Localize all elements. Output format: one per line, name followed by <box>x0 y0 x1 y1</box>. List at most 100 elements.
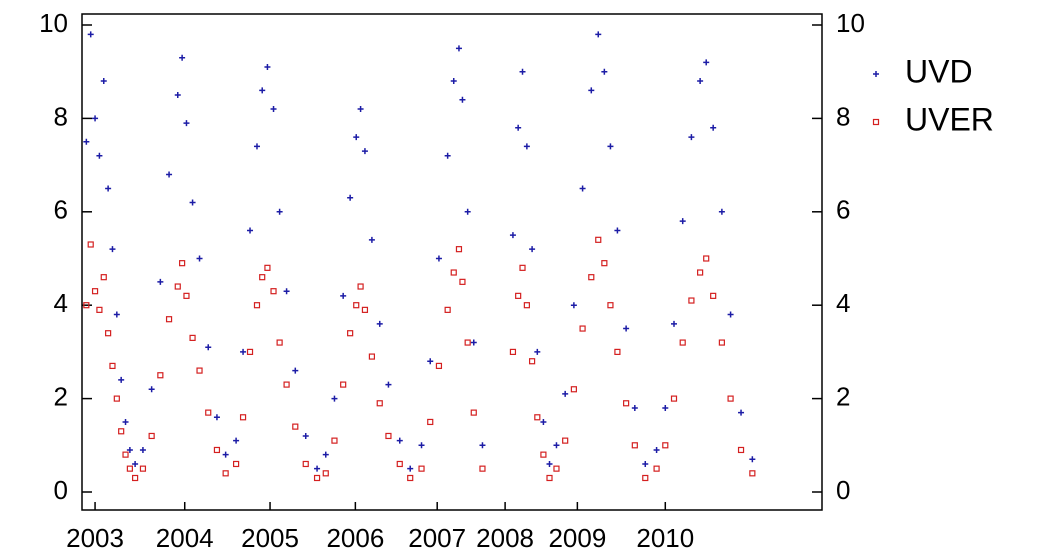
point <box>595 236 602 243</box>
point <box>435 362 443 370</box>
point <box>553 442 560 449</box>
y2-tick-label: 0 <box>836 475 850 505</box>
point <box>444 306 451 313</box>
point <box>464 208 471 215</box>
point <box>579 185 586 192</box>
point <box>614 348 621 355</box>
point <box>357 283 364 290</box>
point <box>361 306 369 313</box>
point <box>529 246 536 253</box>
point <box>653 465 660 472</box>
point <box>427 358 434 365</box>
point <box>653 446 660 453</box>
point <box>455 246 463 253</box>
point <box>509 348 517 355</box>
y-tick-label: 2 <box>54 381 68 411</box>
point <box>570 302 577 309</box>
point <box>105 330 112 337</box>
point <box>749 470 756 477</box>
x-tick-label: 2005 <box>241 523 299 553</box>
point <box>418 442 425 449</box>
point <box>347 330 354 337</box>
point <box>292 423 299 430</box>
point <box>276 208 283 215</box>
point <box>697 78 704 85</box>
point <box>83 138 90 145</box>
point <box>614 227 621 234</box>
point <box>100 78 107 85</box>
point <box>105 185 112 192</box>
point <box>87 241 94 248</box>
point <box>205 344 212 351</box>
point <box>276 339 283 346</box>
point <box>579 325 586 332</box>
point <box>340 381 347 388</box>
legend-marker <box>872 118 880 126</box>
point <box>157 278 164 285</box>
point <box>368 353 376 360</box>
point <box>179 260 186 267</box>
point <box>662 442 669 449</box>
point <box>607 143 614 150</box>
point <box>631 404 638 411</box>
x-tick-label: 2004 <box>156 523 214 553</box>
point <box>435 255 442 262</box>
point <box>253 143 260 150</box>
point <box>183 292 190 299</box>
point <box>727 395 734 402</box>
point <box>662 404 669 411</box>
point <box>331 395 338 402</box>
point <box>385 381 392 388</box>
point <box>259 274 266 281</box>
y2-tick-label: 8 <box>836 101 850 131</box>
point <box>470 409 477 416</box>
point <box>264 264 271 271</box>
point <box>718 208 725 215</box>
plot-frame <box>81 13 823 511</box>
y-tick-label: 10 <box>39 8 68 38</box>
legend-marker <box>873 71 879 77</box>
y-tick-label: 6 <box>54 195 68 225</box>
y2-tick-label: 10 <box>836 8 865 38</box>
point <box>562 437 569 444</box>
point <box>642 460 649 467</box>
point <box>528 358 536 365</box>
point <box>737 446 745 454</box>
point <box>444 152 451 159</box>
point <box>96 152 103 159</box>
point <box>331 437 338 444</box>
legend-label: UVD <box>905 53 973 89</box>
point <box>738 409 745 416</box>
point <box>519 68 526 75</box>
point <box>546 460 553 467</box>
point <box>546 474 553 482</box>
y2-tick-label: 6 <box>836 195 850 225</box>
y-tick-label: 4 <box>54 288 68 318</box>
point <box>247 227 254 234</box>
point <box>607 302 614 309</box>
point <box>703 59 710 66</box>
point <box>233 437 240 444</box>
point <box>479 465 486 472</box>
point <box>91 288 99 295</box>
point <box>385 432 392 440</box>
y2-tick-label: 4 <box>836 288 850 318</box>
point <box>174 283 181 290</box>
point <box>710 124 717 131</box>
point <box>523 143 530 150</box>
point <box>92 115 99 122</box>
point <box>132 474 139 482</box>
point <box>418 465 425 472</box>
point <box>189 199 196 206</box>
point <box>570 386 577 393</box>
point <box>588 274 595 281</box>
point <box>534 414 541 421</box>
point <box>148 386 155 393</box>
point <box>623 325 630 332</box>
point <box>670 395 678 402</box>
point <box>540 451 547 458</box>
point <box>122 418 129 425</box>
point <box>368 236 375 243</box>
point <box>113 311 120 318</box>
